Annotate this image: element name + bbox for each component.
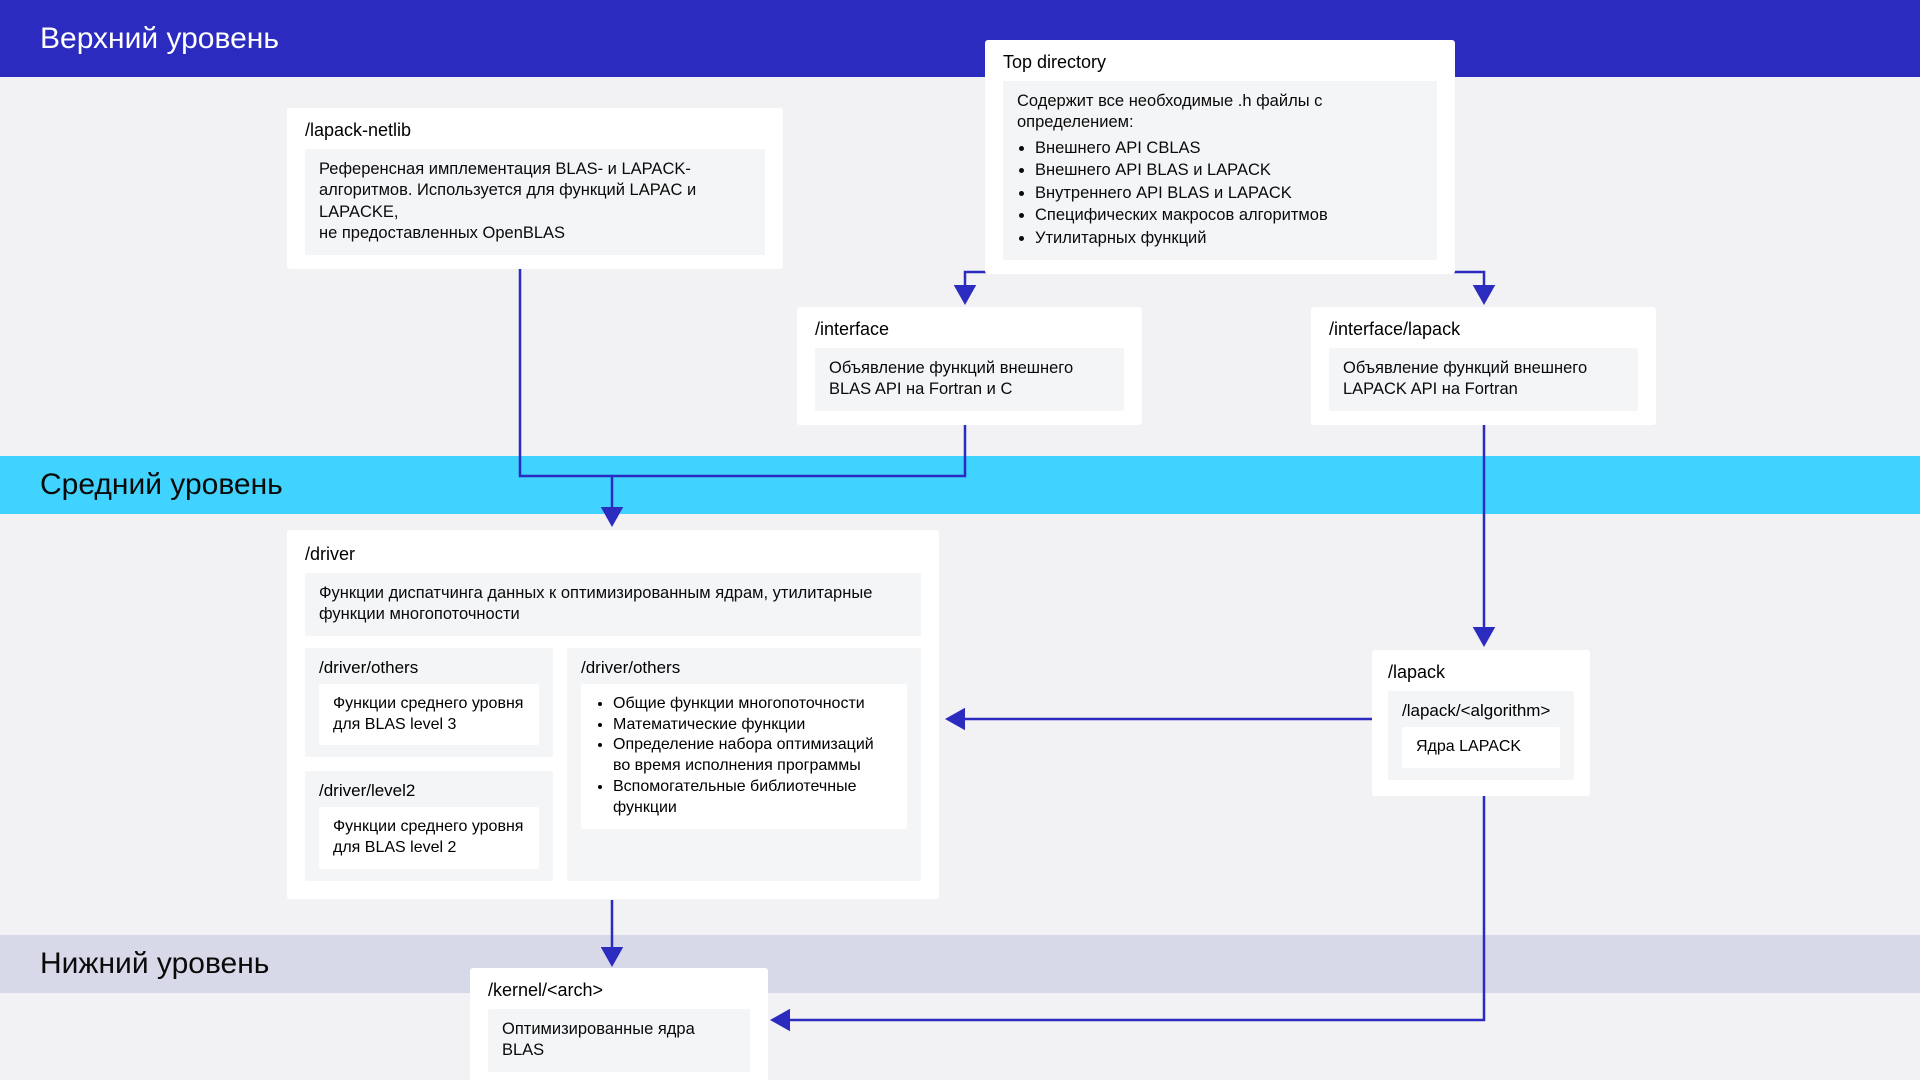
section-band-top: Верхний уровень	[0, 0, 1920, 77]
topdir-list: Внешнего API CBLASВнешнего API BLAS и LA…	[1017, 138, 1423, 249]
list-item: Вспомогательные библиотечные функции	[613, 777, 893, 819]
sub-lapack-algo: /lapack/<algorithm> Ядра LAPACK	[1388, 691, 1574, 780]
sub-driver-others-1: /driver/others Функции среднего уровня д…	[305, 648, 553, 758]
node-top-directory: Top directory Содержит все необходимые .…	[985, 40, 1455, 274]
node-body: Объявление функций внешнего BLAS API на …	[815, 348, 1124, 411]
node-title: /interface	[815, 319, 1124, 340]
sub-driver-others-2: /driver/others Общие функции многопоточн…	[567, 648, 921, 881]
list-item: Определение набора оптимизаций во время …	[613, 735, 893, 777]
node-body: Содержит все необходимые .h файлы с опре…	[1003, 81, 1437, 260]
list-item: Внутреннего API BLAS и LAPACK	[1035, 183, 1423, 204]
node-lead: Содержит все необходимые .h файлы с опре…	[1017, 92, 1322, 131]
subbox-title: /driver/others	[581, 658, 907, 678]
node-interface-lapack: /interface/lapack Объявление функций вне…	[1311, 307, 1656, 425]
list-item: Утилитарных функций	[1035, 228, 1423, 249]
subbox-title: /driver/others	[319, 658, 539, 678]
subbox-body: Общие функции многопоточностиМатематичес…	[581, 684, 907, 829]
node-title: /kernel/<arch>	[488, 980, 750, 1001]
section-band-mid: Средний уровень	[0, 456, 1920, 514]
band-bottom-label: Нижний уровень	[40, 947, 269, 981]
node-driver: /driver Функции диспатчинга данных к опт…	[287, 530, 939, 899]
subbox-title: /lapack/<algorithm>	[1402, 701, 1560, 721]
node-interface: /interface Объявление функций внешнего B…	[797, 307, 1142, 425]
node-title: Top directory	[1003, 52, 1437, 73]
node-title: /lapack	[1388, 662, 1574, 683]
node-body: Функции диспатчинга данных к оптимизиров…	[305, 573, 921, 636]
subbox-title: /driver/level2	[319, 781, 539, 801]
band-mid-label: Средний уровень	[40, 468, 283, 502]
node-lapack: /lapack /lapack/<algorithm> Ядра LAPACK	[1372, 650, 1590, 796]
node-title: /driver	[305, 544, 921, 565]
driver-sub3-list: Общие функции многопоточностиМатематичес…	[595, 694, 893, 819]
subbox-body: Ядра LAPACK	[1402, 727, 1560, 768]
node-body: Оптимизированные ядра BLAS	[488, 1009, 750, 1072]
band-top-label: Верхний уровень	[40, 22, 279, 56]
subbox-body: Функции среднего уровня для BLAS level 2	[319, 807, 539, 869]
list-item: Внешнего API BLAS и LAPACK	[1035, 160, 1423, 181]
node-body: Объявление функций внешнего LAPACK API н…	[1329, 348, 1638, 411]
node-lapack-netlib: /lapack-netlib Референсная имплементация…	[287, 108, 783, 269]
list-item: Общие функции многопоточности	[613, 694, 893, 715]
list-item: Специфических макросов алгоритмов	[1035, 205, 1423, 226]
node-kernel: /kernel/<arch> Оптимизированные ядра BLA…	[470, 968, 768, 1080]
list-item: Математические функции	[613, 715, 893, 736]
node-title: /lapack-netlib	[305, 120, 765, 141]
node-body: Референсная имплементация BLAS- и LAPACK…	[305, 149, 765, 255]
sub-driver-level2: /driver/level2 Функции среднего уровня д…	[305, 771, 553, 881]
list-item: Внешнего API CBLAS	[1035, 138, 1423, 159]
node-title: /interface/lapack	[1329, 319, 1638, 340]
subbox-body: Функции среднего уровня для BLAS level 3	[319, 684, 539, 746]
section-band-bottom: Нижний уровень	[0, 935, 1920, 993]
